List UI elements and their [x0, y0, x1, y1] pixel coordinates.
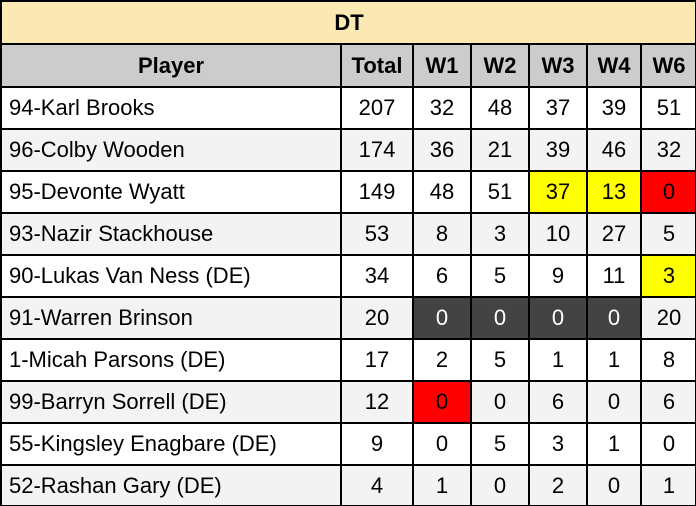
stat-cell: 5	[471, 255, 529, 297]
player-name: 96-Colby Wooden	[1, 129, 341, 171]
stat-cell: 12	[341, 381, 413, 423]
stat-cell: 48	[413, 171, 471, 213]
player-name: 90-Lukas Van Ness (DE)	[1, 255, 341, 297]
stat-cell: 53	[341, 213, 413, 255]
stat-cell: 9	[341, 423, 413, 465]
stat-cell: 207	[341, 87, 413, 129]
player-name: 91-Warren Brinson	[1, 297, 341, 339]
stat-cell: 13	[587, 171, 641, 213]
column-header: W6	[641, 44, 695, 87]
stat-cell: 39	[529, 129, 587, 171]
stat-cell: 17	[341, 339, 413, 381]
stat-cell: 32	[641, 129, 695, 171]
stat-cell: 2	[413, 339, 471, 381]
stat-cell: 48	[471, 87, 529, 129]
stat-cell: 0	[529, 297, 587, 339]
stat-cell: 0	[413, 423, 471, 465]
stat-cell: 6	[413, 255, 471, 297]
player-name: 55-Kingsley Enagbare (DE)	[1, 423, 341, 465]
stat-cell: 0	[587, 297, 641, 339]
player-name: 99-Barryn Sorrell (DE)	[1, 381, 341, 423]
column-header: W1	[413, 44, 471, 87]
stat-cell: 2	[529, 465, 587, 505]
stat-cell: 34	[341, 255, 413, 297]
column-header: W2	[471, 44, 529, 87]
stat-cell: 0	[641, 423, 695, 465]
stat-cell: 37	[529, 87, 587, 129]
column-header: W3	[529, 44, 587, 87]
stat-cell: 4	[341, 465, 413, 505]
stat-cell: 51	[641, 87, 695, 129]
player-name: 93-Nazir Stackhouse	[1, 213, 341, 255]
stat-cell: 27	[587, 213, 641, 255]
stat-cell: 174	[341, 129, 413, 171]
stat-cell: 32	[413, 87, 471, 129]
stat-cell: 21	[471, 129, 529, 171]
player-name: 1-Micah Parsons (DE)	[1, 339, 341, 381]
stat-cell: 1	[587, 339, 641, 381]
stat-cell: 6	[641, 381, 695, 423]
stat-cell: 8	[641, 339, 695, 381]
stat-cell: 0	[587, 381, 641, 423]
stat-cell: 1	[587, 423, 641, 465]
stat-cell: 3	[471, 213, 529, 255]
stat-cell: 1	[413, 465, 471, 505]
column-header: Player	[1, 44, 341, 87]
stat-cell: 0	[641, 171, 695, 213]
stat-cell: 6	[529, 381, 587, 423]
stat-cell: 0	[471, 465, 529, 505]
stat-cell: 5	[471, 423, 529, 465]
stat-cell: 0	[587, 465, 641, 505]
stat-cell: 36	[413, 129, 471, 171]
stat-cell: 11	[587, 255, 641, 297]
player-name: 95-Devonte Wyatt	[1, 171, 341, 213]
stat-cell: 1	[529, 339, 587, 381]
column-header: Total	[341, 44, 413, 87]
stat-cell: 149	[341, 171, 413, 213]
stat-cell: 37	[529, 171, 587, 213]
stat-cell: 5	[471, 339, 529, 381]
stat-cell: 0	[413, 381, 471, 423]
stat-cell: 0	[471, 381, 529, 423]
table-title: DT	[1, 1, 695, 44]
stat-cell: 9	[529, 255, 587, 297]
column-header: W4	[587, 44, 641, 87]
stat-cell: 46	[587, 129, 641, 171]
stat-cell: 3	[641, 255, 695, 297]
stat-cell: 3	[529, 423, 587, 465]
stat-cell: 8	[413, 213, 471, 255]
stat-cell: 1	[641, 465, 695, 505]
stat-cell: 10	[529, 213, 587, 255]
stat-cell: 39	[587, 87, 641, 129]
stat-cell: 0	[413, 297, 471, 339]
stat-cell: 5	[641, 213, 695, 255]
player-name: 94-Karl Brooks	[1, 87, 341, 129]
stat-cell: 0	[471, 297, 529, 339]
stat-cell: 51	[471, 171, 529, 213]
stat-cell: 20	[341, 297, 413, 339]
player-name: 52-Rashan Gary (DE)	[1, 465, 341, 505]
stat-cell: 20	[641, 297, 695, 339]
